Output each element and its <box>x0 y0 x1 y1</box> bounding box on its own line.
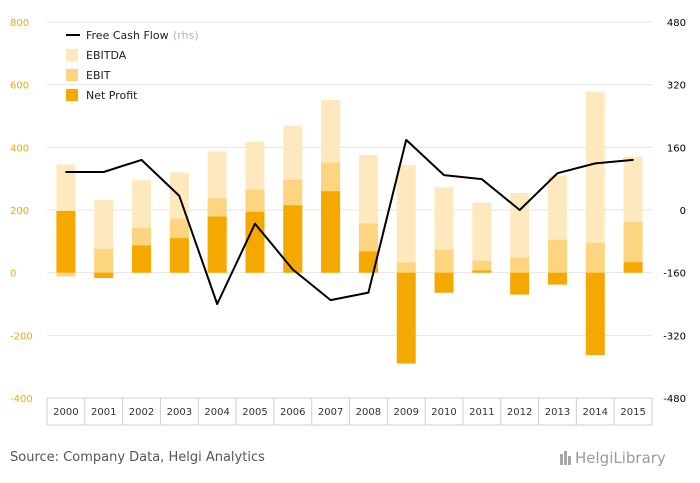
bar-net-profit <box>510 272 530 295</box>
x-tick-label: 2004 <box>204 407 229 418</box>
line-free-cash-flow <box>65 138 634 305</box>
line-point <box>443 174 445 176</box>
legend: Free Cash Flow (rhs) EBITDA EBIT Net Profit <box>66 29 199 102</box>
x-tick-label: 2009 <box>393 407 418 418</box>
bar-net-profit <box>585 272 605 356</box>
y-tick-label-left: 200 <box>10 206 29 217</box>
line-point <box>291 268 294 271</box>
bar-net-profit <box>283 205 303 273</box>
x-tick-label: 2000 <box>53 407 78 418</box>
bar-net-profit <box>56 210 76 273</box>
legend-swatch <box>66 49 78 61</box>
bar-net-profit <box>547 272 567 285</box>
line-point <box>367 291 370 294</box>
legend-label: EBIT <box>86 69 111 82</box>
y-tick-label-left: 0 <box>10 269 16 280</box>
bar-net-profit <box>472 270 492 273</box>
bar-ebit <box>434 249 454 273</box>
bar-net-profit <box>358 251 378 273</box>
bar-ebit <box>585 242 605 273</box>
line-point <box>140 159 143 161</box>
legend-label: EBITDA <box>86 49 127 62</box>
bar-ebit <box>56 272 76 277</box>
x-tick-label: 2008 <box>356 407 381 418</box>
bar-net-profit <box>245 211 265 273</box>
bar-net-profit <box>321 191 341 273</box>
y-tick-label-right: 480 <box>667 18 686 29</box>
line-point <box>329 299 332 301</box>
y-tick-label-right: -320 <box>663 331 686 342</box>
bar-net-profit <box>434 272 454 293</box>
x-axis: 2000 2001 2002 2003 2004 2005 2006 2007 2008 2009… <box>46 397 653 426</box>
bar-ebitda <box>472 202 492 273</box>
legend-rhs-note: (rhs) <box>173 29 199 42</box>
bar-ebit <box>623 221 643 273</box>
x-tick-label: 2011 <box>469 407 494 418</box>
line-point <box>405 139 408 141</box>
line-point <box>481 178 483 180</box>
x-tick-label: 2006 <box>280 407 305 418</box>
x-tick-label: 2002 <box>129 407 154 418</box>
line-point <box>102 171 105 173</box>
y-tick-label-left: 600 <box>10 81 29 92</box>
line-series <box>65 138 634 305</box>
y-tick-label-right: 160 <box>667 143 686 154</box>
y-tick-label-right: 0 <box>680 206 686 217</box>
source-note: Source: Company Data, Helgi Analytics <box>10 450 265 465</box>
bar-net-profit <box>623 262 643 273</box>
x-tick-label: 2007 <box>318 407 343 418</box>
bar-net-profit <box>207 216 227 273</box>
y-tick-label-right: -160 <box>663 269 686 280</box>
bar-net-profit <box>132 245 152 273</box>
chart-area: -400 -200 0 200 400 600 800 -480 -320 -160 0 160 32… <box>10 18 686 426</box>
line-point <box>65 171 67 173</box>
legend-swatch <box>66 89 78 101</box>
y-tick-label-left: 800 <box>10 18 29 29</box>
line-point <box>594 162 597 165</box>
y-tick-label-right: 320 <box>667 81 686 92</box>
bar-ebitda <box>585 91 605 273</box>
line-point <box>178 195 181 197</box>
line-point <box>518 209 521 211</box>
bar-ebit <box>547 239 567 273</box>
bar-ebit <box>396 262 416 273</box>
x-tick-label: 2003 <box>167 407 192 418</box>
y-axis-right: -480 -320 -160 0 160 320 480 <box>663 18 686 405</box>
x-tick-label: 2005 <box>242 407 267 418</box>
legend-label: Net Profit <box>86 89 138 102</box>
bar-ebit <box>472 260 492 273</box>
y-tick-label-right: -480 <box>663 394 686 405</box>
line-point <box>216 303 218 305</box>
bar-net-profit <box>396 272 416 364</box>
x-tick-label: 2014 <box>583 407 608 418</box>
x-tick-label: 2013 <box>545 407 570 418</box>
bar-ebitda <box>510 193 530 273</box>
line-point <box>632 159 634 161</box>
y-axis-left: -400 -200 0 200 400 600 800 <box>10 18 33 405</box>
bar-ebit <box>94 248 114 273</box>
line-point <box>556 172 559 174</box>
legend-swatch <box>66 69 78 81</box>
y-tick-label-left: 400 <box>10 143 29 154</box>
x-tick-label: 2001 <box>91 407 116 418</box>
bar-net-profit <box>94 272 114 278</box>
bar-ebitda <box>396 164 416 273</box>
x-tick-label: 2012 <box>507 407 532 418</box>
line-point <box>254 222 256 225</box>
y-tick-label-left: -200 <box>10 331 33 342</box>
y-tick-label-left: -400 <box>10 394 33 405</box>
bars <box>56 91 643 364</box>
helgi-logo-icon <box>560 451 571 465</box>
bar-ebit <box>510 257 530 273</box>
brand-label: HelgiLibrary <box>575 449 666 467</box>
legend-label: Free Cash Flow <box>86 29 169 42</box>
x-tick-label: 2015 <box>620 407 645 418</box>
bar-net-profit <box>169 238 189 273</box>
x-tick-label: 2010 <box>431 407 456 418</box>
